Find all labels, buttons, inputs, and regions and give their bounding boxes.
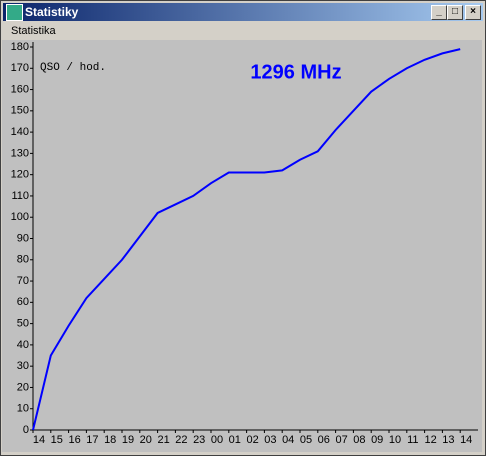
x-tick-label: 01 <box>229 434 241 446</box>
x-tick-label: 09 <box>371 434 383 446</box>
x-tick-label: 02 <box>246 434 258 446</box>
y-tick-label: 60 <box>17 296 29 308</box>
y-tick-label: 50 <box>17 318 29 330</box>
maximize-button[interactable]: □ <box>447 5 463 20</box>
y-tick-label: 80 <box>17 254 29 266</box>
x-tick-label: 14 <box>33 434 45 446</box>
y-tick-label: 170 <box>11 62 29 74</box>
y-tick-label: 180 <box>11 41 29 53</box>
y-tick-label: 110 <box>11 190 29 202</box>
y-tick-label: 30 <box>17 360 29 372</box>
close-button[interactable]: × <box>465 5 481 20</box>
y-tick-label: 100 <box>11 211 29 223</box>
x-tick-label: 00 <box>211 434 223 446</box>
y-tick-label: 70 <box>17 275 29 287</box>
x-tick-label: 20 <box>140 434 152 446</box>
x-tick-label: 03 <box>264 434 276 446</box>
app-icon <box>6 4 23 21</box>
menu-item[interactable]: Statistika <box>11 25 56 37</box>
y-tick-label: 10 <box>17 403 29 415</box>
x-tick-label: 17 <box>86 434 98 446</box>
x-tick-label: 22 <box>175 434 187 446</box>
x-tick-label: 04 <box>282 434 294 446</box>
title-bar: Statistiky _ □ × <box>3 3 483 21</box>
window-title: Statistiky <box>25 5 79 19</box>
y-tick-label: 20 <box>17 381 29 393</box>
y-tick-label: 120 <box>11 169 29 181</box>
minimize-button[interactable]: _ <box>431 5 447 20</box>
y-tick-label: 40 <box>17 339 29 351</box>
chart-title: 1296 MHz <box>250 61 341 83</box>
y-axis-label: QSO / hod. <box>40 62 106 74</box>
x-tick-label: 15 <box>51 434 63 446</box>
x-tick-label: 23 <box>193 434 205 446</box>
data-line <box>32 48 461 431</box>
chart-background <box>2 40 482 452</box>
x-tick-label: 18 <box>104 434 116 446</box>
y-tick-label: 140 <box>11 126 29 138</box>
chart: QSO / hod. 1296 MHz 01020304050607080901… <box>2 40 482 452</box>
y-tick-label: 160 <box>11 83 29 95</box>
x-tick-label: 13 <box>442 434 454 446</box>
x-tick-label: 21 <box>157 434 169 446</box>
y-tick-label: 0 <box>23 424 29 436</box>
x-tick-label: 06 <box>318 434 330 446</box>
x-tick-label: 19 <box>122 434 134 446</box>
x-tick-label: 10 <box>389 434 401 446</box>
x-tick-label: 11 <box>407 434 418 446</box>
y-tick-label: 130 <box>11 147 29 159</box>
x-tick-label: 07 <box>335 434 347 446</box>
x-tick-label: 05 <box>300 434 312 446</box>
y-tick-label: 90 <box>17 232 29 244</box>
y-tick-label: 150 <box>11 105 29 117</box>
x-tick-label: 16 <box>68 434 80 446</box>
x-tick-label: 14 <box>460 434 472 446</box>
x-tick-label: 12 <box>424 434 436 446</box>
x-tick-label: 08 <box>353 434 365 446</box>
